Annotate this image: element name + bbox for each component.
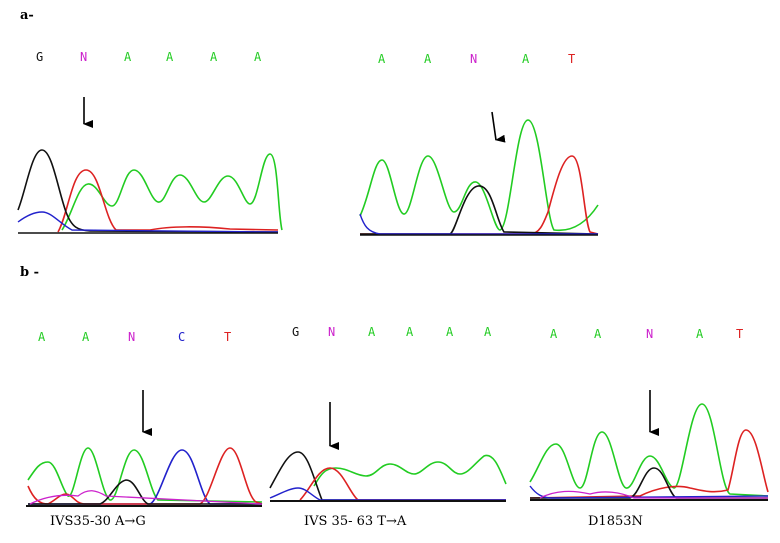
trace-t	[57, 169, 279, 233]
mutation-arrow	[491, 111, 506, 143]
base-call: A	[594, 327, 602, 341]
base-call: T	[568, 52, 576, 66]
trace-c	[529, 485, 769, 499]
trace-c	[269, 487, 506, 501]
base-call: A	[696, 327, 704, 341]
trace-t	[299, 467, 506, 501]
trace-g	[530, 467, 768, 499]
trace-a	[359, 119, 599, 232]
base-call: A	[484, 325, 492, 339]
base-call: A	[406, 325, 414, 339]
base-call: N	[328, 325, 336, 339]
chromatogram-a-right	[359, 119, 599, 236]
caption-d1853n: D1853N	[588, 514, 643, 529]
base-call: N	[646, 327, 654, 341]
base-call: C	[178, 330, 186, 344]
base-call: A	[254, 50, 262, 64]
base-call: A	[550, 327, 558, 341]
base-call: A	[522, 52, 530, 66]
base-call: N	[80, 50, 88, 64]
trace-g	[28, 479, 262, 505]
chromatogram-b3	[529, 403, 769, 501]
base-call: A	[166, 50, 174, 64]
base-call: G	[292, 325, 300, 339]
base-call: A	[424, 52, 432, 66]
base-call: G	[36, 50, 44, 64]
trace-g	[269, 451, 506, 501]
trace-t	[360, 155, 599, 235]
trace-n	[29, 490, 263, 505]
base-call: T	[224, 330, 232, 344]
base-call: A	[210, 50, 218, 64]
base-call: A	[378, 52, 386, 66]
base-call: N	[470, 52, 478, 66]
trace-a	[313, 454, 507, 487]
base-call: A	[368, 325, 376, 339]
panel-b-label: b -	[20, 265, 40, 280]
trace-a	[529, 403, 769, 497]
base-call: T	[736, 327, 744, 341]
base-call: N	[128, 330, 136, 344]
trace-c	[359, 213, 598, 235]
base-call: A	[82, 330, 90, 344]
base-call: A	[38, 330, 46, 344]
trace-n	[539, 490, 768, 499]
caption-ivs35-30: IVS35-30 A→G	[50, 514, 146, 529]
caption-ivs35-63: IVS 35- 63 T→A	[304, 514, 407, 529]
trace-c	[17, 211, 279, 233]
chromatogram-b2	[269, 451, 507, 502]
base-call: A	[124, 50, 132, 64]
trace-g	[360, 185, 599, 235]
trace-g	[17, 149, 279, 233]
chromatogram-b1	[26, 447, 263, 507]
trace-a	[61, 153, 283, 231]
base-call: A	[446, 325, 454, 339]
trace-c	[28, 449, 262, 505]
trace-t	[529, 429, 769, 499]
panel-a-label: a-	[20, 8, 34, 23]
chromatogram-a-left	[17, 149, 283, 234]
trace-a	[27, 447, 263, 503]
